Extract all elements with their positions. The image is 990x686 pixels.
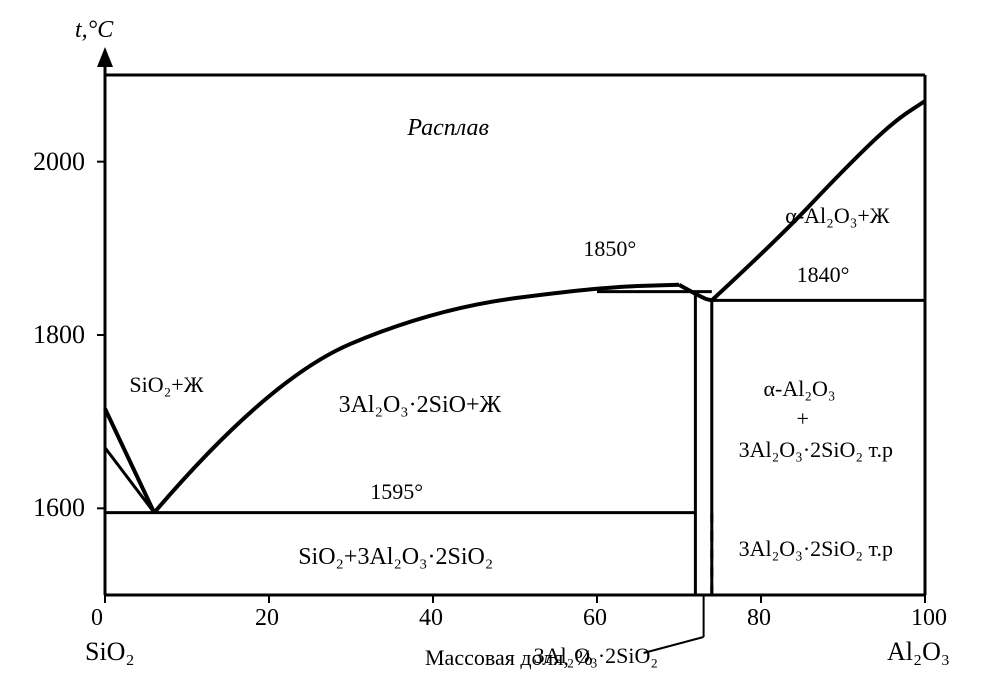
- y-axis-title: t,°C: [75, 17, 113, 44]
- temperature-label: 1850°: [583, 236, 636, 262]
- region-label-sio2_liq: SiO₂+Ж: [129, 372, 203, 398]
- y-tick-label: 1600: [33, 493, 85, 523]
- region-label-al_liq: α-Al₂O₃+Ж: [785, 203, 889, 229]
- region-label-al_mul2: 3Al₂O₃·2SiO₂ т.р: [739, 536, 893, 562]
- temperature-label: 1840°: [797, 262, 850, 288]
- region-label-mul_liq: 3Al₂O₃·2SiO+Ж: [339, 392, 501, 419]
- x-axis-left-end: SiO₂: [85, 637, 135, 667]
- x-tick-label: 80: [747, 605, 771, 632]
- region-label-melt: Расплав: [407, 115, 489, 142]
- x-tick-label: 40: [419, 605, 443, 632]
- temperature-label: 1595°: [370, 479, 423, 505]
- region-label-sio2_mul: SiO₂+3Al₂O₃·2SiO₂: [298, 544, 493, 571]
- x-tick-label: 100: [911, 605, 947, 632]
- phase-diagram-svg: [0, 0, 990, 686]
- x-tick-label: 20: [255, 605, 279, 632]
- x-tick-label: 60: [583, 605, 607, 632]
- mullite-composition-label: 3Al₂O₃·2SiO₂: [534, 643, 658, 669]
- y-tick-label: 2000: [33, 147, 85, 177]
- y-tick-label: 1800: [33, 320, 85, 350]
- region-label-al_mul1c: 3Al₂O₃·2SiO₂ т.р: [739, 437, 893, 463]
- region-label-al_mul1a: α-Al₂O₃: [764, 376, 836, 402]
- region-label-al_mul1b: +: [797, 406, 809, 432]
- x-axis-right-end: Al₂O₃: [887, 637, 950, 667]
- x-tick-label: 0: [91, 605, 103, 632]
